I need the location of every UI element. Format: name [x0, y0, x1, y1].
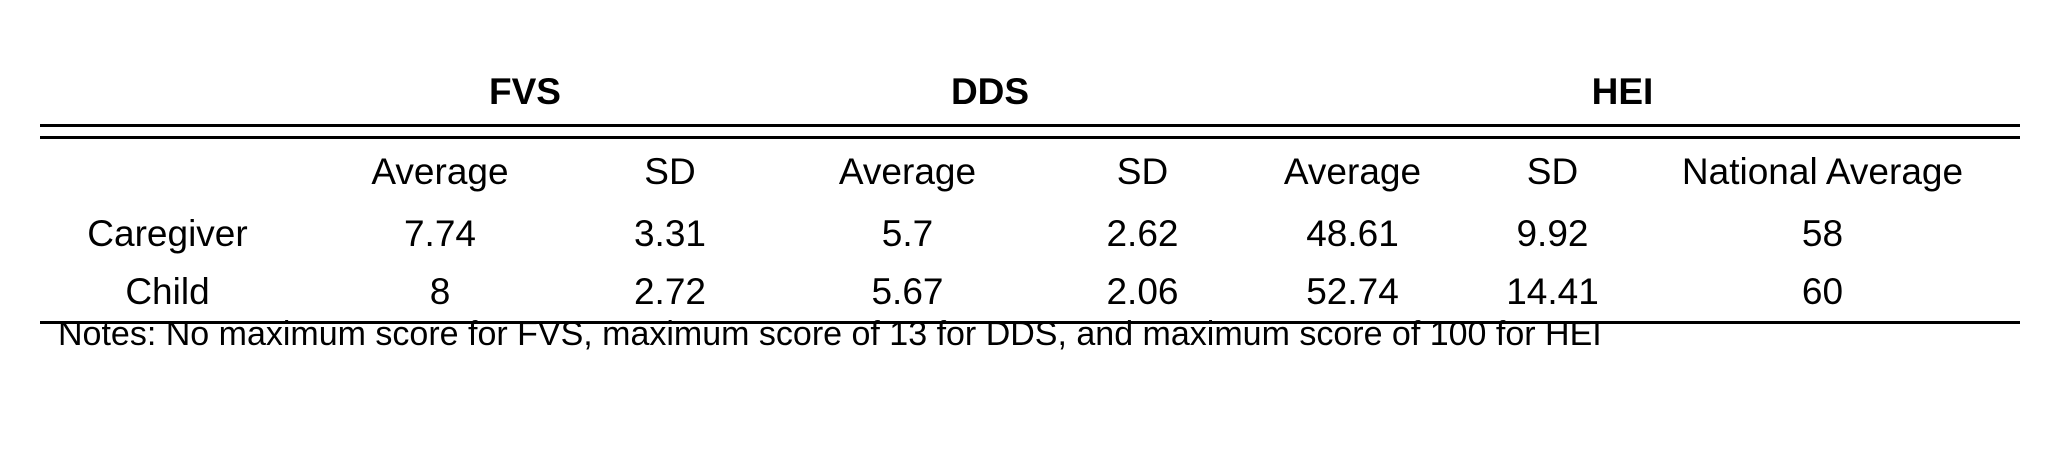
diet-scores-table: FVS DDS HEI Average SD Average SD Averag…: [40, 60, 2020, 325]
cell-hei-average: 52.74: [1306, 271, 1399, 312]
double-rule-row: [40, 124, 2020, 139]
summary-table-container: FVS DDS HEI Average SD Average SD Averag…: [40, 60, 2020, 325]
cell-hei-national-average: 58: [1801, 213, 1844, 254]
cell-fvs-average: 7.74: [403, 213, 476, 254]
subheader-hei-sd: SD: [1526, 151, 1579, 192]
cell-hei-sd: 14.41: [1506, 271, 1599, 312]
subheader-row: Average SD Average SD Average SD Nationa…: [40, 138, 2020, 206]
cell-hei-average: 48.61: [1306, 213, 1399, 254]
double-rule: [40, 124, 2020, 139]
cell-fvs-sd: 3.31: [633, 213, 706, 254]
subheader-fvs-sd: SD: [644, 151, 696, 192]
cell-fvs-average: 8: [429, 271, 451, 312]
bottom-rule: [40, 321, 2020, 325]
subheader-dds-average: Average: [838, 151, 977, 192]
empty-corner-cell: [40, 60, 295, 126]
table-row: Child 8 2.72 5.67 2.06 52.74 14.41 60: [40, 263, 2020, 323]
subheader-empty: [40, 138, 295, 206]
subheader-hei-national-average: National Average: [1681, 151, 1964, 192]
cell-dds-sd: 2.62: [1106, 213, 1179, 254]
cell-hei-national-average: 60: [1801, 271, 1844, 312]
cell-dds-sd: 2.06: [1106, 271, 1179, 312]
subheader-dds-sd: SD: [1116, 151, 1169, 192]
group-header-hei: HEI: [1591, 71, 1654, 112]
cell-fvs-sd: 2.72: [633, 271, 706, 312]
cell-dds-average: 5.67: [871, 271, 944, 312]
table-row: Caregiver 7.74 3.31 5.7 2.62 48.61 9.92 …: [40, 205, 2020, 263]
row-label-caregiver: Caregiver: [87, 213, 248, 254]
row-label-child: Child: [125, 271, 210, 312]
table-notes: Notes: No maximum score for FVS, maximum…: [58, 315, 1602, 353]
group-header-dds: DDS: [950, 71, 1030, 112]
cell-dds-average: 5.7: [881, 213, 934, 254]
subheader-fvs-average: Average: [371, 151, 509, 192]
subheader-hei-average: Average: [1283, 151, 1422, 192]
bottom-rule-row: [40, 321, 2020, 325]
cell-hei-sd: 9.92: [1516, 213, 1589, 254]
group-header-row: FVS DDS HEI: [40, 60, 2020, 126]
group-header-fvs: FVS: [489, 71, 561, 112]
